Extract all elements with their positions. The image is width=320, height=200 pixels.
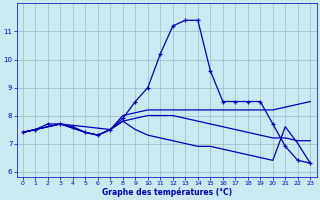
X-axis label: Graphe des températures (°C): Graphe des températures (°C) (101, 187, 232, 197)
